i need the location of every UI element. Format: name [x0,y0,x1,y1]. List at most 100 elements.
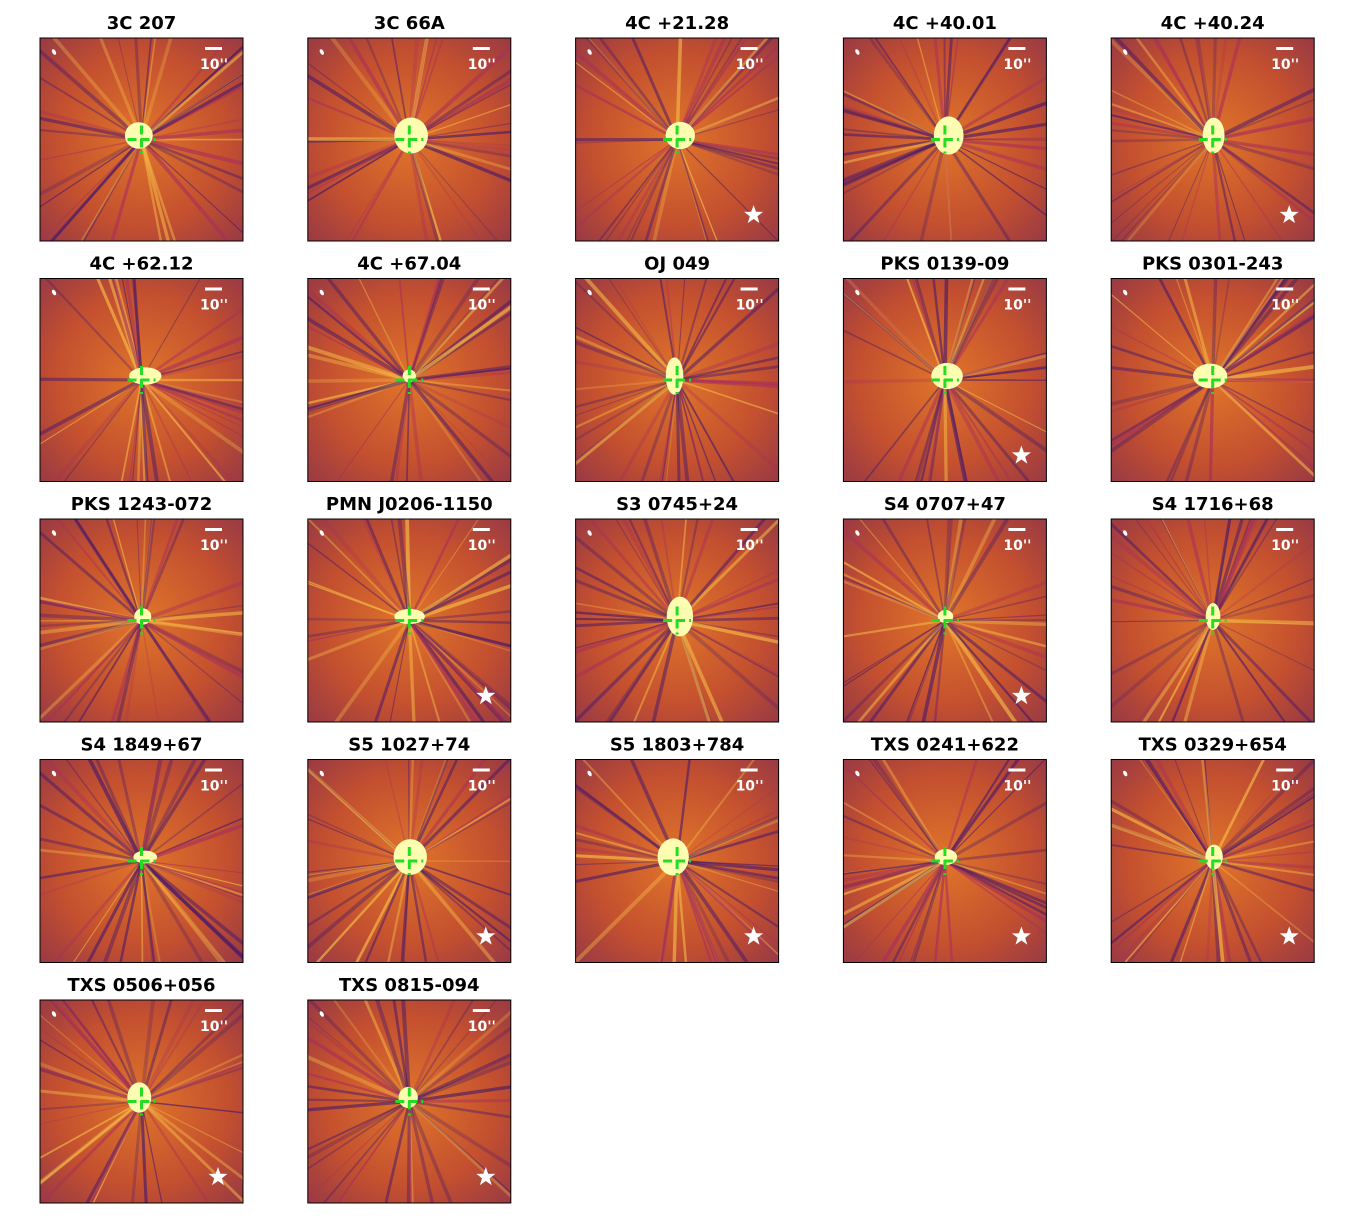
ray [575,138,678,230]
ray [1212,817,1315,863]
ray [408,379,508,482]
ray [140,859,243,961]
ray [40,770,143,863]
ray [102,860,144,963]
ray [676,577,779,622]
ray [642,519,679,622]
scale-label: 10'' [468,538,496,554]
ray [141,618,243,637]
ray [911,860,947,963]
ray [141,350,243,381]
beam [855,289,860,296]
ray [891,860,947,963]
ray [1113,38,1215,141]
panel-image: 10'' [307,278,511,482]
panel-title: S5 1803+784 [610,735,745,756]
beam [319,1011,324,1017]
ray [322,1100,411,1203]
ray [407,139,429,241]
ray [575,49,679,141]
ray [140,1000,206,1102]
ray [944,138,1047,141]
ray [408,278,500,381]
scale-bar [205,768,222,772]
ray [139,1000,196,1103]
scale-label: 10'' [468,57,496,73]
ray [116,620,144,722]
ray [1203,759,1214,862]
core [1202,117,1225,154]
ray [408,139,499,241]
ray [1211,278,1284,381]
ray [141,860,243,899]
ray [307,1020,411,1103]
ray [675,379,681,482]
ray [1179,38,1214,140]
ray [665,278,678,381]
ray [140,859,243,946]
scale-bar [205,47,222,50]
ray [943,278,995,381]
ray [1211,619,1313,722]
ray [944,122,1047,142]
ray [575,335,678,382]
ray [882,139,946,241]
ray [676,365,779,382]
ray [140,860,222,963]
ray [843,133,945,141]
ray [1212,519,1254,621]
ray [409,138,511,155]
scale-label: 10'' [736,57,764,73]
ray [336,1101,410,1203]
ray [140,379,193,482]
ray [661,379,678,482]
ray [575,860,678,866]
ray [1179,860,1214,963]
ray [1111,139,1214,224]
ray [40,803,143,863]
ray [944,859,1047,923]
ray [141,611,243,623]
ray [141,860,243,887]
ray [407,759,448,862]
ray [843,619,946,722]
ray [675,519,715,622]
panel-image: 10'' [575,519,779,722]
panel-frame [575,759,780,963]
ray [631,38,679,141]
ray [409,1100,511,1119]
scale-label: 10'' [200,538,228,554]
panel-image: 10'' [40,1000,243,1203]
ray [140,860,144,963]
ray [944,139,953,241]
panel-title: S4 1716+68 [1152,494,1274,515]
ray [676,860,779,892]
ray [675,860,731,963]
ray [675,759,691,862]
ray [407,38,429,140]
ray [408,1026,511,1103]
ray [62,619,143,722]
scale-label: 10'' [1271,538,1299,554]
ray [676,569,779,622]
ray [1212,859,1315,893]
ray [408,83,511,141]
ray [408,801,511,862]
ray [307,138,410,202]
ray [141,139,243,234]
ray [140,519,153,621]
ray [307,519,410,622]
ray [575,280,678,381]
core [931,362,963,390]
ray [307,818,410,862]
ray [141,118,243,141]
star-marker [1279,926,1299,945]
ray [843,801,946,862]
ray [408,759,459,862]
ray [1211,38,1242,140]
core [394,117,429,154]
ray [1212,593,1315,622]
ray [1212,137,1315,157]
ray [881,759,947,862]
beam [319,530,324,536]
